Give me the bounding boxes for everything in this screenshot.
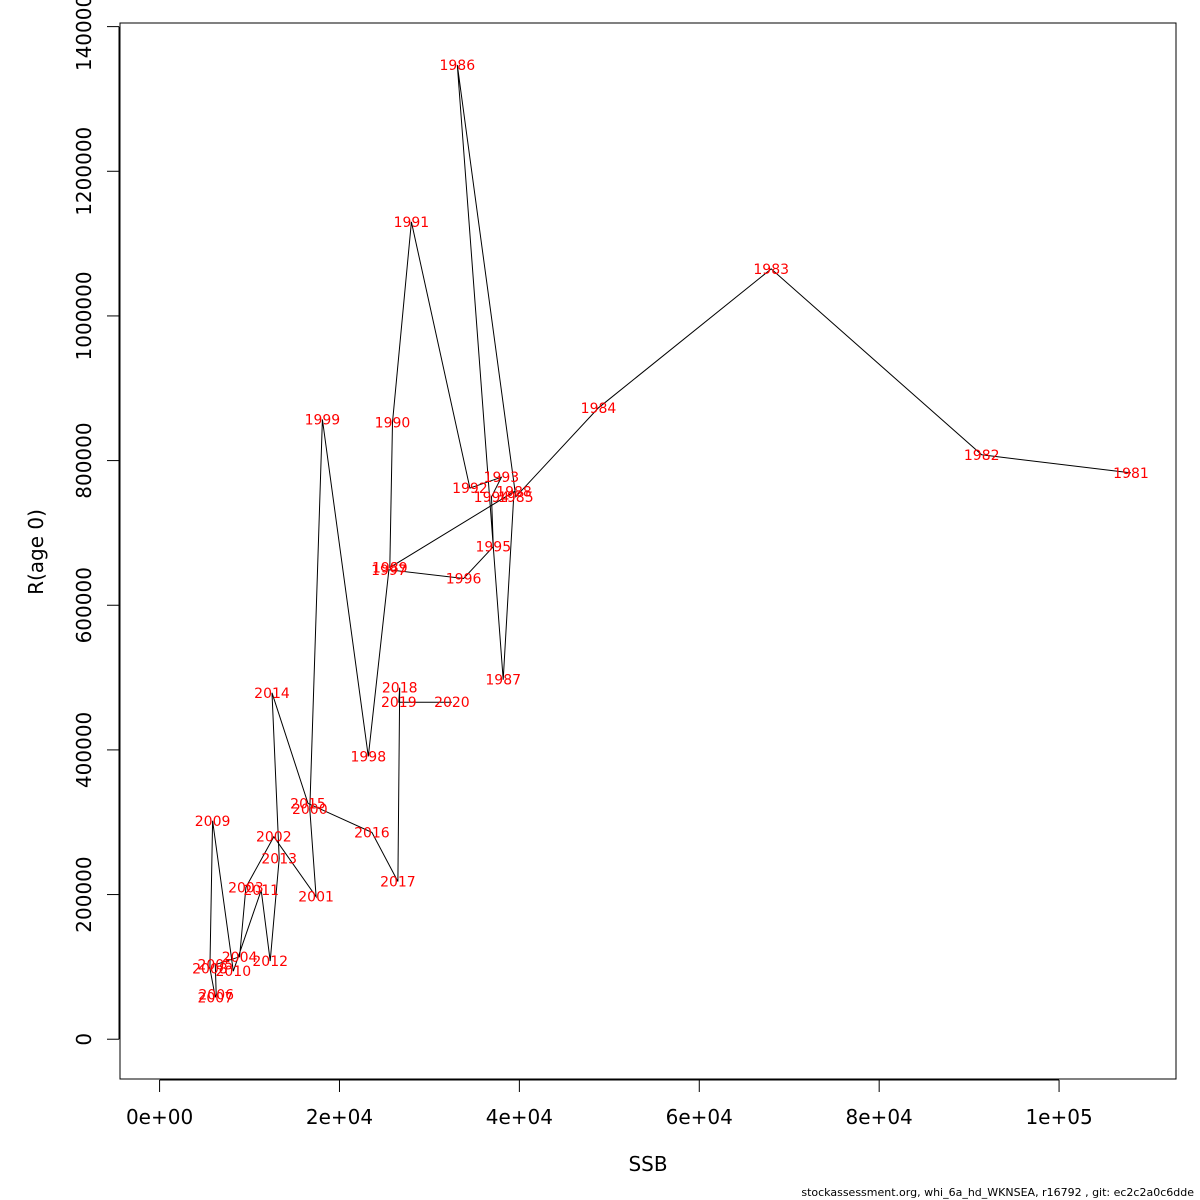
year-label-2016: 2016 [354,825,390,841]
x-tick-label: 0e+00 [126,1105,193,1129]
year-label-1994: 1994 [474,490,510,506]
year-label-1996: 1996 [446,572,482,588]
year-label-2000: 2000 [292,802,328,818]
year-label-2003: 2003 [228,880,264,896]
year-label-1981: 1981 [1113,466,1149,482]
year-label-1990: 1990 [375,415,411,431]
x-tick-label: 2e+04 [306,1105,373,1129]
year-label-1993: 1993 [484,470,520,486]
y-tick-label: 800000 [72,422,96,498]
x-tick-label: 6e+04 [666,1105,733,1129]
year-label-2011: 2011 [243,883,279,899]
footer-source-note: stockassessment.org, whi_6a_hd_WKNSEA, r… [801,1186,1194,1199]
y-tick-label: 600000 [72,567,96,643]
year-label-2015: 2015 [290,796,326,812]
y-tick-label: 0 [72,1033,96,1046]
year-label-1989: 1989 [372,561,408,577]
y-axis-title: R(age 0) [24,509,48,595]
x-tick-label: 1e+05 [1025,1105,1092,1129]
year-label-1986: 1986 [439,58,475,74]
year-label-2018: 2018 [382,681,418,697]
year-label-2005: 2005 [197,958,233,974]
year-label-1984: 1984 [581,401,617,417]
year-label-2002: 2002 [256,830,292,846]
year-label-2020: 2020 [434,695,470,711]
year-label-1988: 1988 [496,485,532,501]
year-label-1985: 1985 [498,490,534,506]
year-label-2017: 2017 [380,875,416,891]
year-label-2004: 2004 [222,950,258,966]
year-label-2001: 2001 [298,890,334,906]
y-tick-label: 400000 [72,712,96,788]
year-label-1998: 1998 [350,749,386,765]
y-tick-label: 1400000 [72,0,96,71]
year-label-2013: 2013 [261,851,297,867]
year-label-1995: 1995 [475,540,511,556]
year-label-2014: 2014 [254,686,290,702]
year-label-1991: 1991 [394,215,430,231]
x-tick-label: 8e+04 [846,1105,913,1129]
year-label-1992: 1992 [452,481,488,497]
y-axis: 0 200000 400000 600000 800000 1000000 1200000 1… [72,0,120,1046]
year-label-2012: 2012 [252,954,288,970]
year-labels: 1981 1982 1983 1984 1985 1986 1987 1988 1989 1990… [192,58,1149,1006]
year-label-2007: 2007 [197,990,233,1006]
year-label-2009: 2009 [195,814,231,830]
x-tick-label: 4e+04 [486,1105,553,1129]
year-label-1982: 1982 [964,448,1000,464]
y-tick-label: 200000 [72,856,96,932]
x-axis: 0e+00 2e+04 4e+04 6e+04 8e+04 1e+05 [126,1079,1093,1129]
year-label-1987: 1987 [485,673,521,689]
year-label-2008: 2008 [192,961,228,977]
year-label-1983: 1983 [753,262,789,278]
y-tick-label: 1000000 [72,271,96,360]
year-label-2006: 2006 [198,987,234,1003]
year-label-1997: 1997 [371,563,407,579]
year-label-2010: 2010 [215,964,251,980]
y-tick-label: 1200000 [72,127,96,216]
year-label-2019: 2019 [381,695,417,711]
plot-area-frame [119,22,1177,1080]
x-axis-title: SSB [628,1152,667,1176]
year-label-1999: 1999 [305,412,341,428]
srr-trajectory-line [209,64,1132,998]
